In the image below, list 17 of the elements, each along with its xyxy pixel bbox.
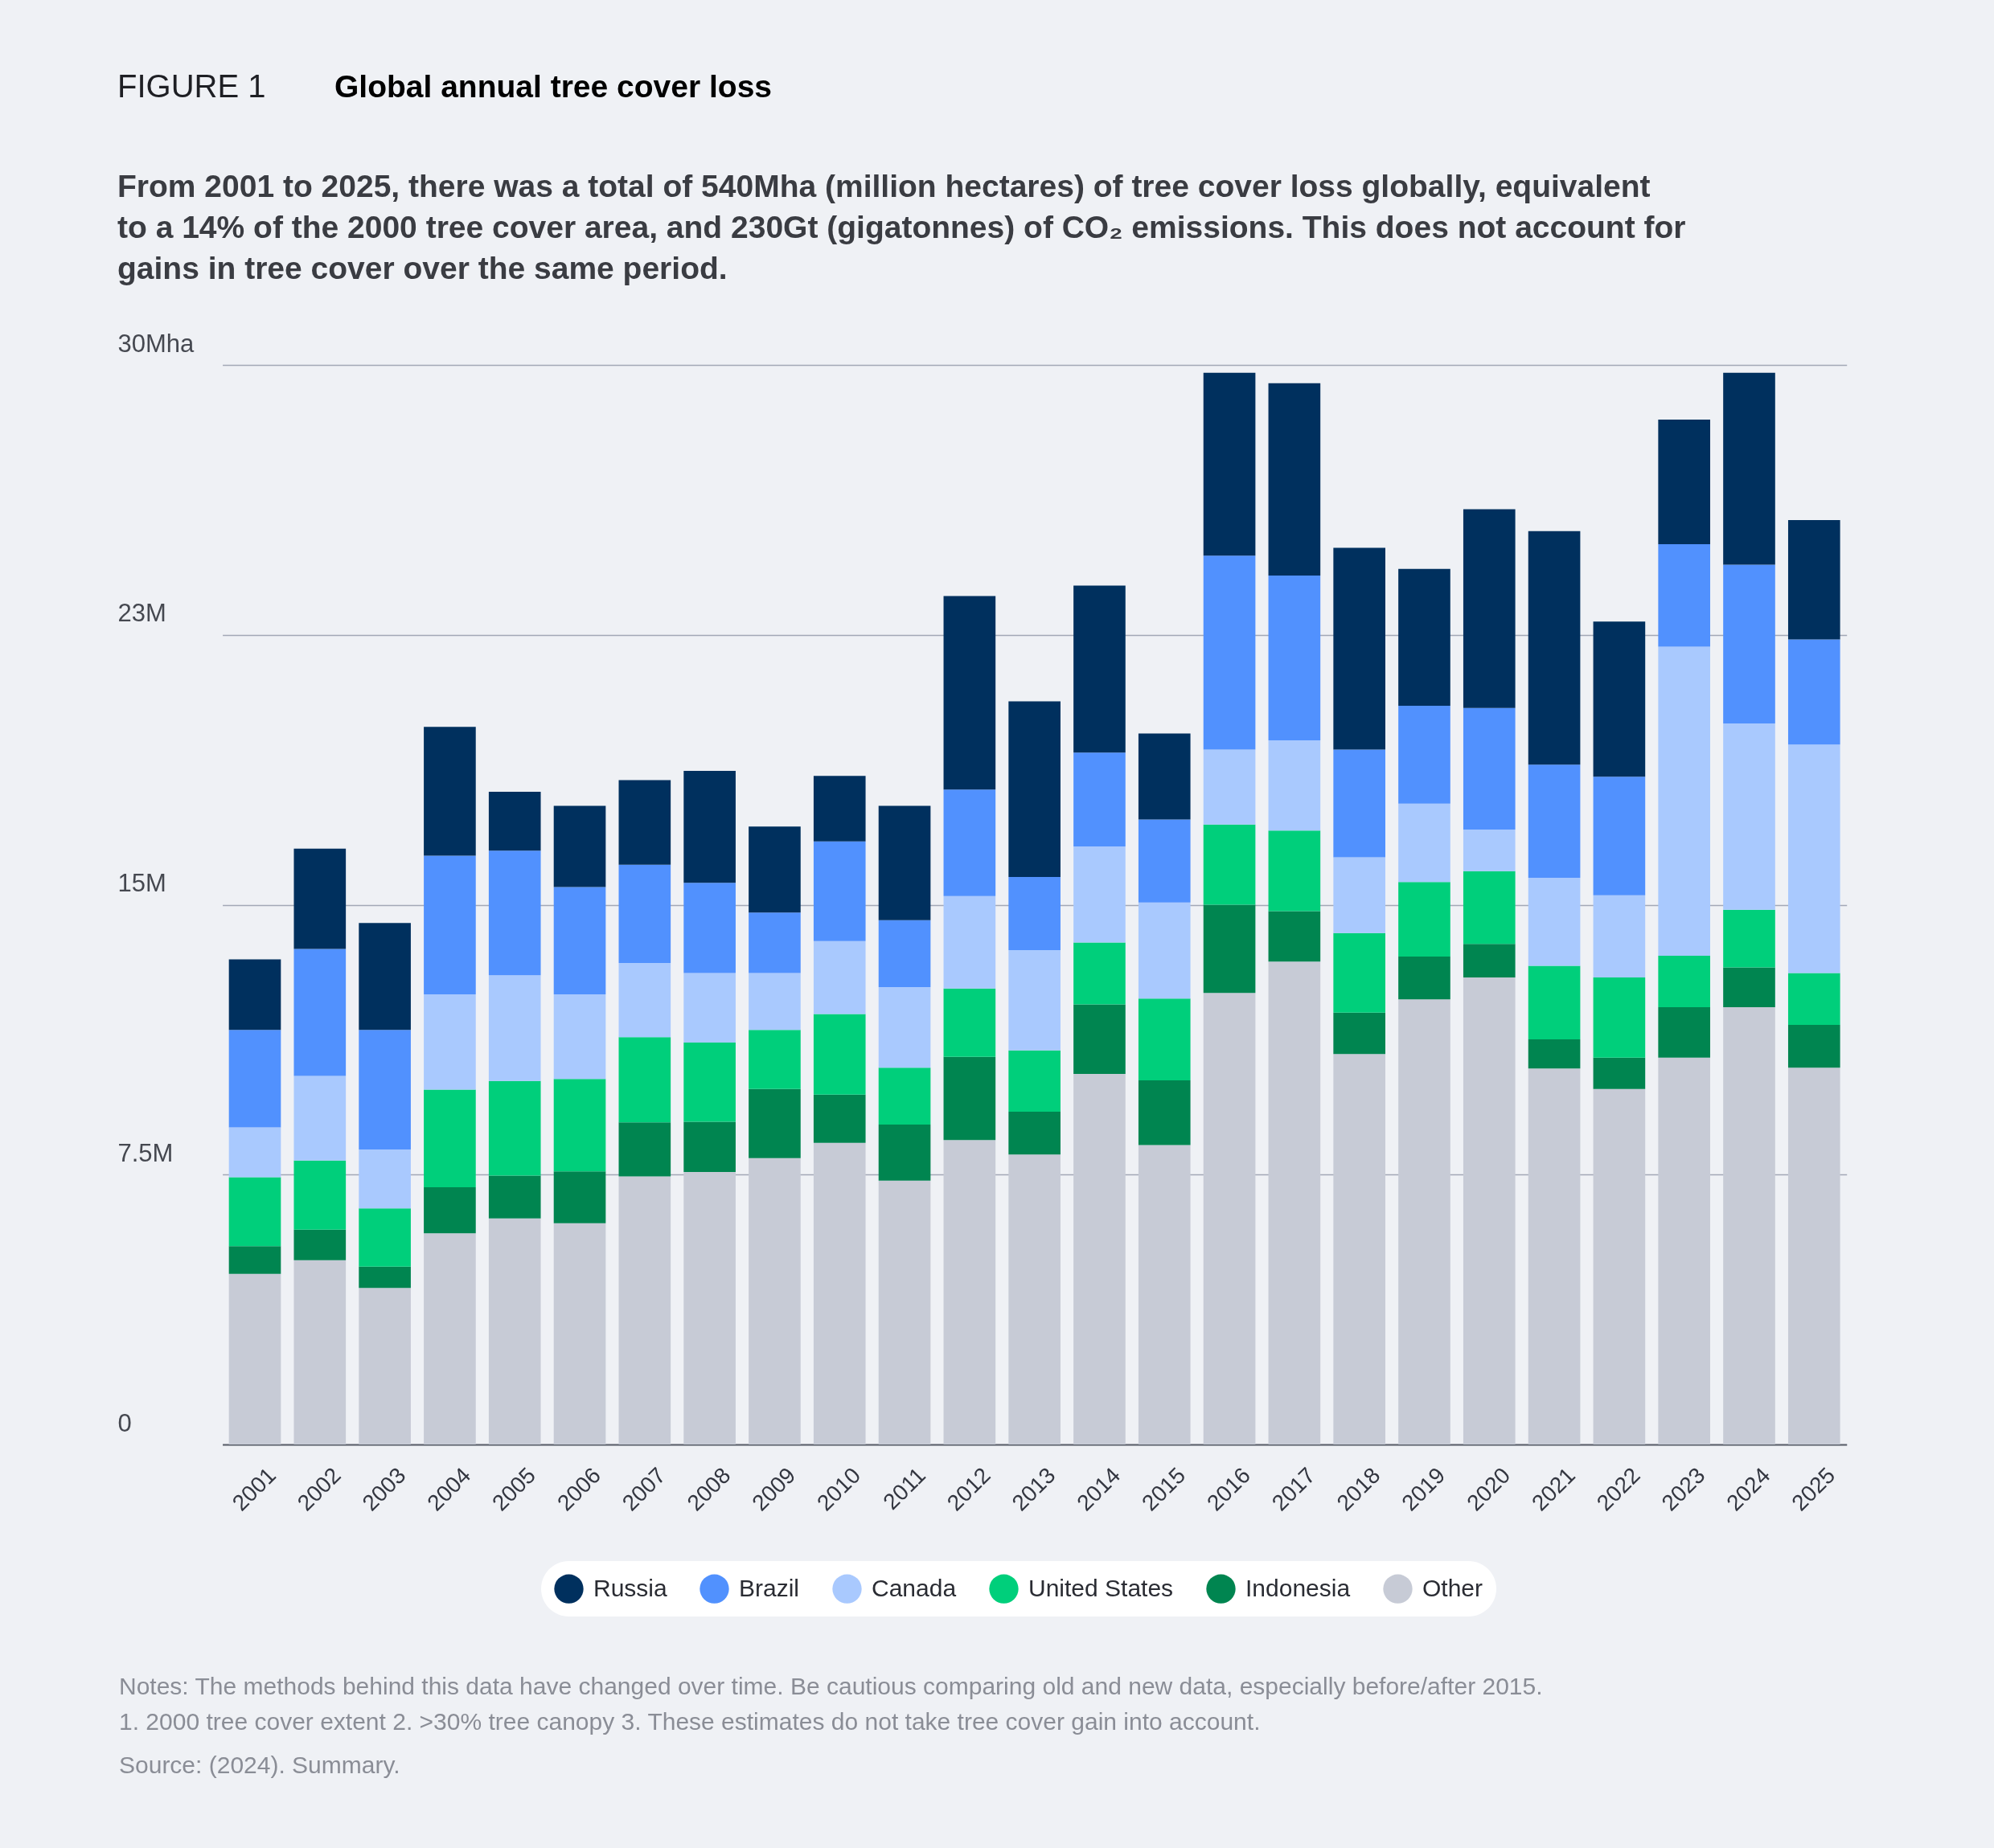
source-note: Source: (2024). Summary. [119,1752,400,1778]
legend-label: Other [1422,1574,1483,1601]
y-tick-label: 15M [117,869,166,897]
chart-title: Global annual tree cover loss [334,69,773,104]
legend-label: Indonesia [1245,1574,1351,1601]
y-tick-label: 23M [117,599,166,628]
y-tick-label: 7.5M [117,1138,174,1167]
y-tick-label: 30Mha [117,329,195,358]
legend-label: Russia [593,1574,668,1601]
y-tick-label: 0 [117,1408,132,1437]
legend-label: Brazil [739,1574,800,1601]
caption: FIGURE 1 [117,68,266,104]
legend-label: Canada [872,1574,957,1601]
text: Notes: The methods behind this data have changed over time. Be cautious comparing old and new data, especially before/after 2015. [119,1673,1543,1699]
text: 1. 2000 tree cover extent 2. >30% tree canopy 3. These estimates do not take tree cover gain into account. [119,1708,1261,1735]
chart-subtitle: From 2001 to 2025, there was a total of 540Mha (million hectares) of tree cover loss globally, equivalent to a 14% of the 2000 tree cover area, and 230Gt (gigatonnes) of CO₂ emissions. This does not account for gains in tree cover over the same period. [117,169,1686,285]
legend-label: United States [1028,1574,1174,1601]
